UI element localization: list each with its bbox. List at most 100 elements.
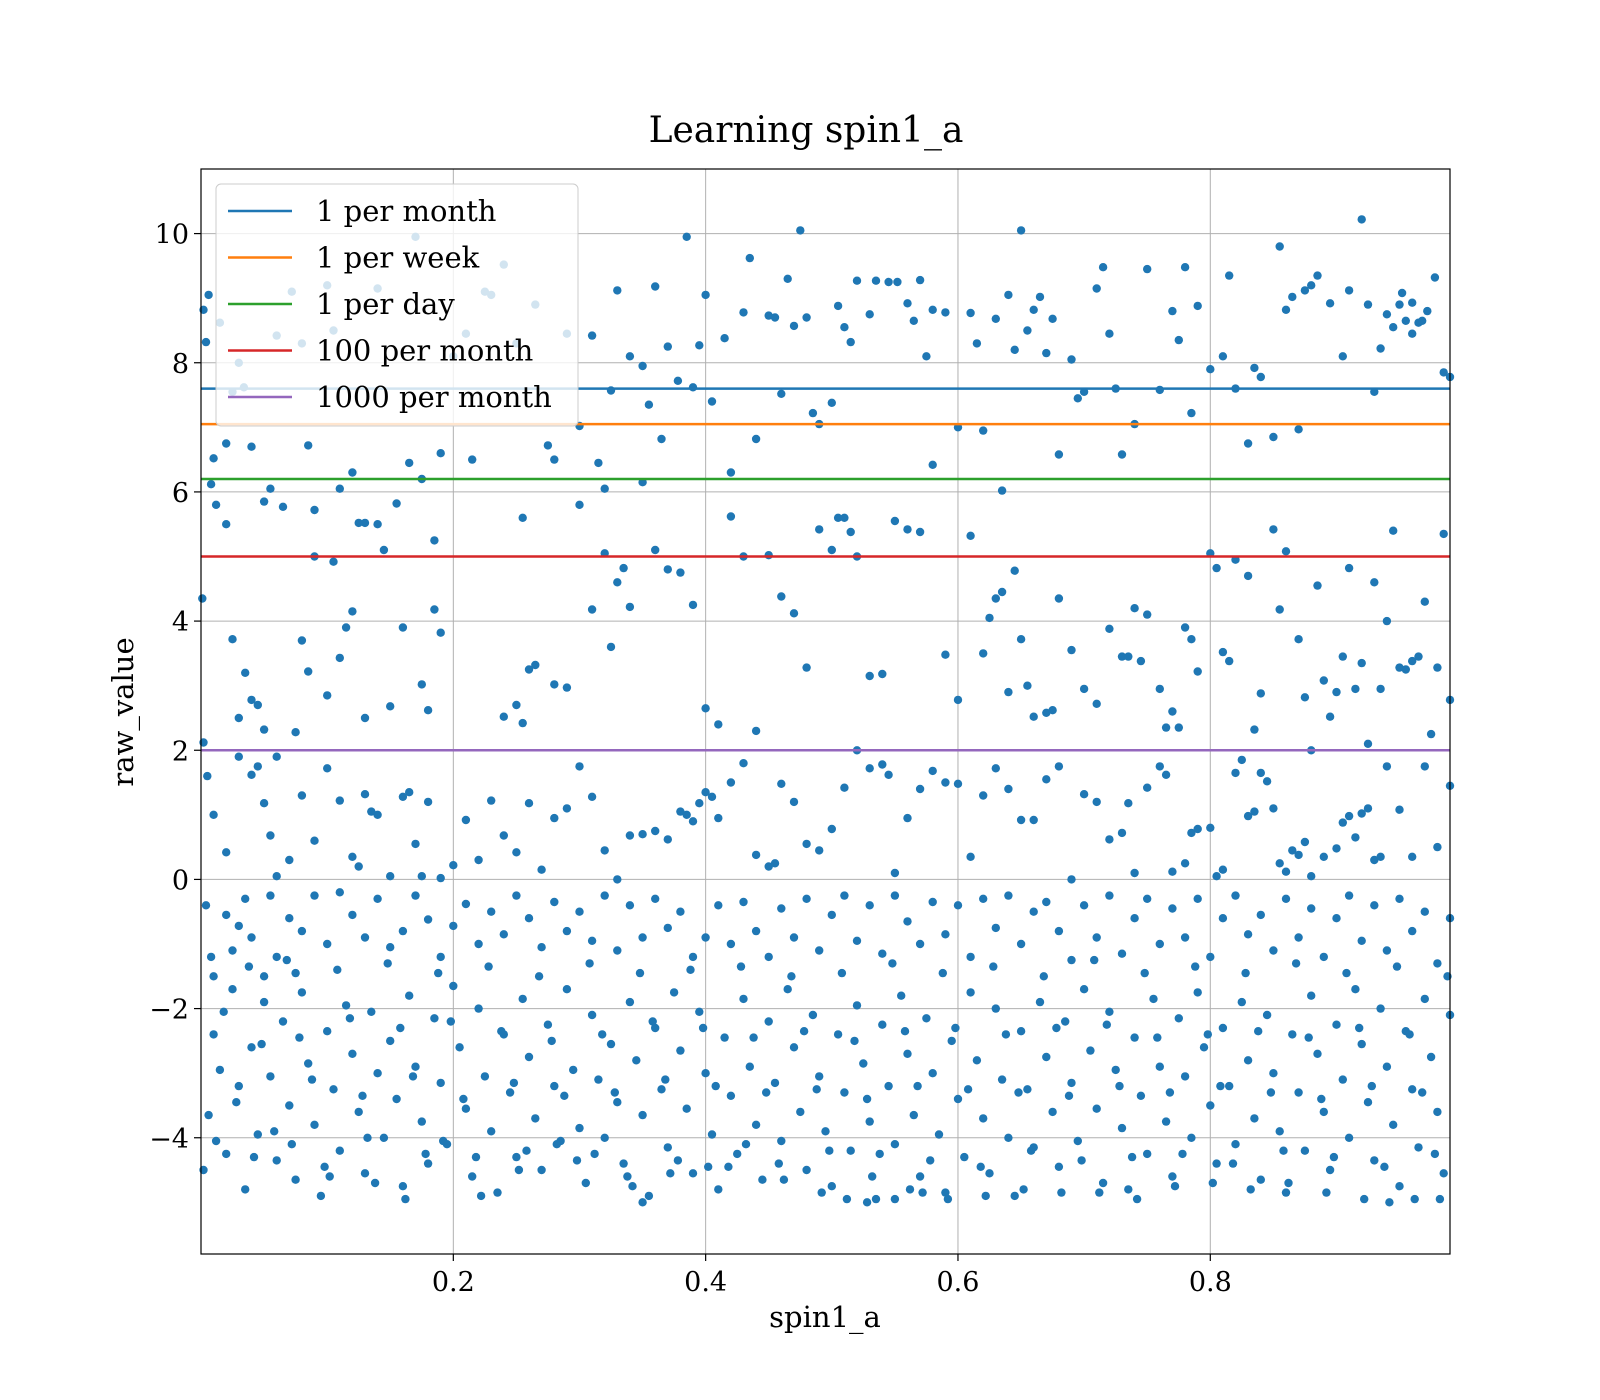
scatter-point	[449, 861, 458, 870]
scatter-point	[1098, 1178, 1108, 1188]
scatter-point	[837, 968, 847, 978]
scatter-point	[1380, 1162, 1389, 1172]
scatter-point	[619, 1159, 628, 1168]
scatter-point	[1408, 329, 1417, 338]
scatter-point	[779, 1175, 789, 1184]
scatter-point	[707, 397, 717, 406]
scatter-point	[524, 665, 534, 674]
scatter-point	[1067, 955, 1076, 965]
scatter-point	[868, 1172, 877, 1181]
scatter-point	[348, 468, 357, 477]
scatter-point	[325, 1172, 334, 1181]
scatter-point	[1319, 676, 1329, 685]
scatter-point	[1325, 1165, 1335, 1175]
scatter-point	[1092, 699, 1101, 708]
scatter-point	[789, 933, 799, 942]
scatter-point	[1193, 667, 1202, 676]
scatter-point	[1351, 684, 1360, 694]
scatter-point	[587, 936, 597, 945]
scatter-point	[386, 702, 395, 711]
scatter-point	[922, 352, 931, 361]
scatter-point	[512, 1152, 521, 1162]
scatter-point	[840, 513, 849, 522]
scatter-point	[241, 894, 250, 903]
scatter-point	[1275, 242, 1284, 251]
scatter-point	[749, 1033, 758, 1042]
scatter-point	[644, 1191, 654, 1201]
scatter-point	[499, 831, 508, 840]
scatter-point	[211, 1136, 221, 1146]
scatter-point	[405, 788, 414, 797]
scatter-point	[1180, 623, 1190, 632]
scatter-point	[1300, 837, 1310, 847]
scatter-point	[348, 852, 357, 861]
scatter-point	[777, 389, 786, 398]
scatter-point	[833, 301, 843, 311]
scatter-point	[815, 946, 824, 955]
scatter-point	[1401, 665, 1411, 674]
scatter-point	[493, 1188, 502, 1197]
scatter-point	[1435, 1194, 1445, 1204]
scatter-point	[777, 1136, 786, 1146]
scatter-point	[585, 959, 594, 968]
scatter-point	[461, 899, 471, 909]
scatter-point	[228, 985, 237, 994]
scatter-point	[941, 778, 950, 787]
scatter-point	[550, 1081, 559, 1091]
scatter-point	[398, 1182, 408, 1191]
scatter-point	[587, 331, 597, 340]
scatter-point	[1206, 1101, 1215, 1110]
scatter-point	[739, 897, 748, 907]
scatter-point	[714, 813, 723, 823]
scatter-point	[815, 1072, 824, 1081]
scatter-point	[985, 1169, 994, 1178]
scatter-point	[360, 518, 370, 528]
scatter-point	[758, 1175, 767, 1184]
scatter-point	[1332, 1020, 1341, 1029]
scatter-point	[1256, 768, 1266, 778]
scatter-point	[285, 914, 294, 923]
scatter-point	[278, 502, 288, 511]
scatter-point	[291, 968, 300, 978]
scatter-point	[575, 1123, 584, 1133]
scatter-point	[985, 613, 994, 623]
scatter-point	[323, 764, 332, 773]
scatter-point	[543, 441, 553, 450]
scatter-point	[474, 1004, 483, 1013]
scatter-point	[379, 545, 389, 555]
scatter-point	[1042, 708, 1051, 717]
scatter-point	[789, 321, 799, 331]
scatter-point	[1382, 1062, 1392, 1071]
scatter-point	[209, 810, 218, 819]
scatter-point	[638, 830, 647, 839]
scatter-point	[613, 1098, 622, 1107]
scatter-point	[1191, 962, 1200, 971]
scatter-point	[915, 527, 925, 537]
scatter-point	[398, 792, 408, 801]
scatter-point	[392, 1094, 401, 1104]
scatter-point	[941, 650, 950, 659]
scatter-point	[1187, 1133, 1196, 1143]
scatter-point	[1363, 1098, 1373, 1107]
scatter-point	[1029, 305, 1038, 314]
scatter-point	[398, 623, 408, 632]
scatter-point	[329, 1085, 338, 1094]
scatter-point	[976, 1162, 985, 1172]
scatter-point	[1433, 1107, 1442, 1117]
scatter-point	[663, 565, 672, 574]
scatter-point	[783, 985, 792, 994]
scatter-point	[370, 1178, 380, 1188]
scatter-point	[1256, 910, 1266, 920]
scatter-point	[449, 981, 458, 991]
scatter-point	[383, 959, 392, 968]
scatter-point	[852, 936, 862, 945]
scatter-point	[547, 1036, 556, 1046]
x-tick-label: 0.4	[684, 1267, 727, 1298]
scatter-point	[941, 1188, 950, 1197]
scatter-point	[297, 791, 307, 800]
scatter-point	[1243, 571, 1253, 581]
scatter-point	[203, 771, 212, 781]
scatter-point	[1026, 1146, 1036, 1155]
scatter-point	[1363, 739, 1373, 748]
scatter-point	[1228, 1159, 1238, 1168]
